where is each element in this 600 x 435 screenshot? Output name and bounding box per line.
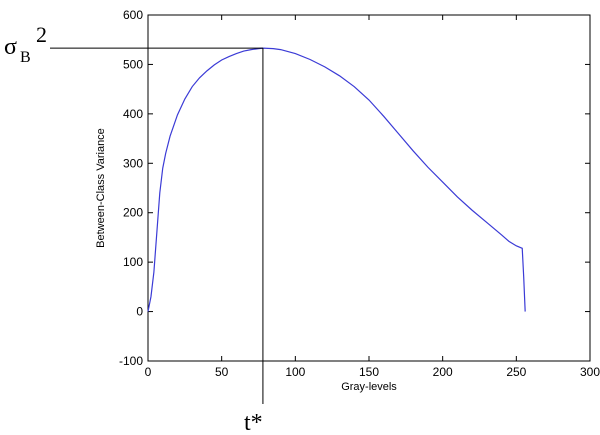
svg-text:2: 2 (36, 22, 47, 47)
y-tick-label: 200 (123, 206, 143, 220)
y-tick-label: 100 (123, 255, 143, 269)
y-tick-label: 400 (123, 107, 143, 121)
y-tick-label: 600 (123, 8, 143, 22)
y-tick-label: -100 (119, 354, 143, 368)
y-axis-ticks: -100 0 100 200 300 400 500 600 (119, 8, 590, 368)
svg-text:B: B (20, 49, 31, 66)
variance-curve (147, 47, 526, 312)
y-tick-label: 500 (123, 57, 143, 71)
plot-area (147, 14, 591, 362)
y-tick-label: 0 (136, 305, 143, 319)
x-axis-ticks: 0 50 100 150 200 250 300 (145, 15, 600, 379)
y-tick-label: 300 (123, 156, 143, 170)
y-axis-label: Between-Class Variance (95, 128, 107, 248)
x-tick-label: 200 (433, 365, 453, 379)
x-tick-label: 250 (506, 365, 526, 379)
sigma-b-squared-label: σ B 2 (4, 22, 47, 66)
threshold-label: t* (244, 410, 263, 435)
x-tick-label: 300 (580, 365, 600, 379)
x-tick-label: 150 (359, 365, 379, 379)
x-tick-label: 0 (145, 365, 152, 379)
svg-text:σ: σ (4, 34, 17, 60)
x-tick-label: 50 (215, 365, 229, 379)
x-tick-label: 100 (285, 365, 305, 379)
x-axis-label: Gray-levels (341, 381, 397, 393)
